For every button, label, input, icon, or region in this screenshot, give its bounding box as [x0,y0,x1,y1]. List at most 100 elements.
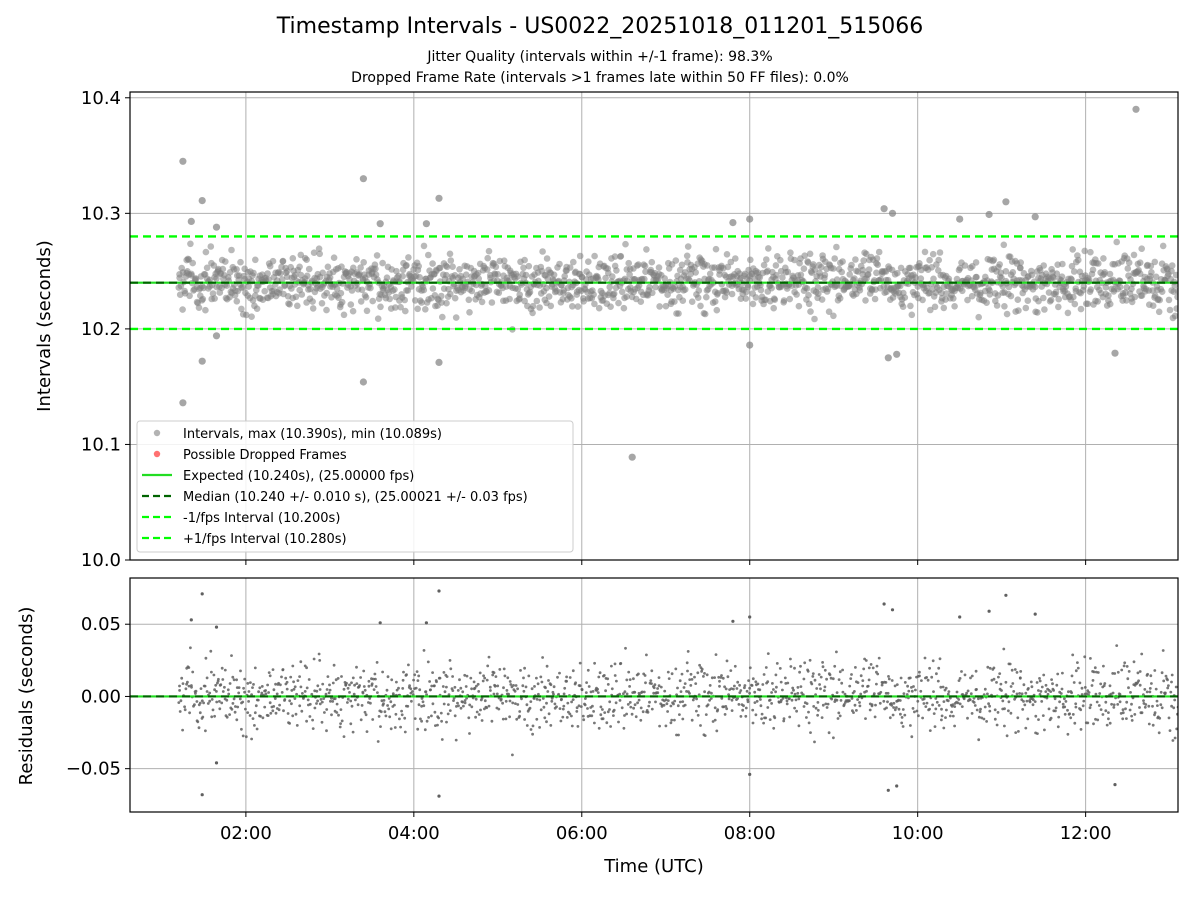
interval-point [926,256,933,264]
residual-point [181,728,185,732]
interval-point [625,259,632,267]
residual-point [469,676,473,680]
residual-point [963,673,967,677]
interval-outlier-point [1002,198,1010,206]
interval-point [1105,292,1112,299]
residual-point [771,682,774,685]
residual-point [974,669,978,673]
residual-point [1107,711,1110,714]
residual-point [1118,693,1122,696]
interval-point [811,315,818,323]
interval-point [544,275,552,283]
residual-point [601,717,605,721]
interval-point [831,255,838,262]
residual-point [670,672,674,676]
residual-point [811,672,815,675]
interval-point [1069,246,1076,253]
interval-point [1084,300,1092,308]
residual-point [523,666,526,670]
interval-point [613,267,620,274]
interval-point [591,300,598,308]
residual-point [708,684,712,687]
residual-point [877,656,881,660]
residual-point [922,697,926,701]
interval-point [713,306,721,314]
residual-point [793,692,797,696]
residual-point [272,688,276,692]
interval-point [712,245,720,253]
residual-point [632,677,635,681]
interval-point [921,248,929,256]
interval-point [912,274,919,281]
interval-point [917,275,925,282]
residual-point [983,687,987,691]
residual-point [232,678,236,682]
interval-point [747,256,754,264]
residual-point [1085,692,1089,695]
residual-point [1058,700,1061,704]
residual-point [856,681,860,684]
interval-point [697,302,704,310]
residual-point [766,680,770,684]
intervals-reference-lines [130,235,1178,331]
residual-point [285,687,289,691]
residual-point [290,702,293,706]
residual-point [1017,730,1020,733]
interval-point [500,257,508,265]
residual-point [992,677,996,681]
residual-point [1164,674,1168,678]
interval-point [851,275,858,282]
residual-point [935,700,939,704]
residual-point [271,709,275,713]
interval-point [1068,276,1075,283]
interval-point [1077,305,1085,313]
interval-point [940,304,948,312]
interval-outlier-point [212,223,221,231]
interval-point [1041,306,1048,313]
residual-point [648,700,651,704]
residual-point [194,689,198,693]
residual-point [416,727,420,731]
residual-point [696,671,700,675]
interval-point [860,257,867,264]
residual-point [694,682,698,685]
residual-point [200,699,204,703]
residual-point [1047,707,1051,711]
residual-point [508,699,512,703]
interval-point [749,300,757,308]
residual-point [332,663,336,667]
intervals-y-tick-label: 10.2 [81,319,121,340]
residual-point [796,686,800,689]
residual-point [762,721,765,725]
residual-point [612,708,616,712]
residual-point [513,689,517,693]
residual-point [1079,728,1083,731]
residual-point [800,691,804,695]
residual-point [336,677,340,680]
residual-point [244,707,247,711]
residual-point [321,682,325,686]
interval-point [570,258,577,266]
residual-point [972,701,976,704]
interval-point [1131,293,1139,301]
interval-point [681,286,689,293]
interval-point [206,276,213,284]
residual-point [612,714,615,717]
residual-point [502,667,506,671]
interval-point [815,290,822,298]
residual-point [636,701,639,705]
residual-point [385,688,389,692]
residual-point [596,687,599,691]
residual-point [1089,657,1092,660]
residual-point [939,685,943,689]
residual-point [637,698,641,702]
residual-point [210,670,213,674]
residual-point [278,703,281,707]
residual-point [736,697,739,700]
interval-point [1031,283,1039,291]
residual-point [574,681,577,685]
interval-point [373,252,381,259]
residual-point [575,710,579,713]
residual-point [1138,683,1142,687]
residual-point [1169,690,1173,694]
